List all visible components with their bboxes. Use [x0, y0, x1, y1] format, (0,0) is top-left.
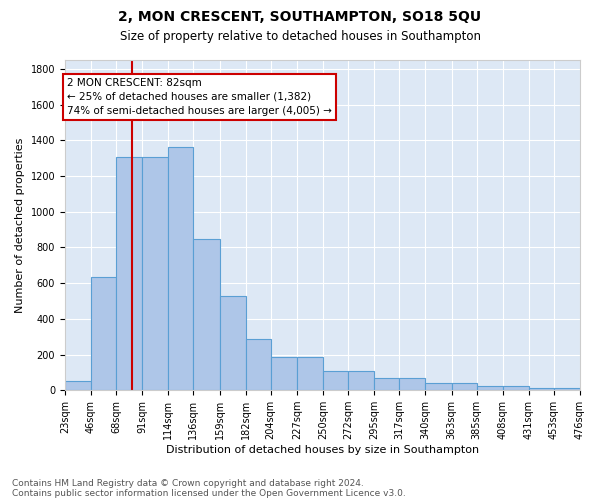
Bar	[348, 370, 374, 390]
Bar	[399, 378, 425, 390]
Text: Contains public sector information licensed under the Open Government Licence v3: Contains public sector information licen…	[12, 488, 406, 498]
Bar	[297, 357, 323, 390]
Text: Contains HM Land Registry data © Crown copyright and database right 2024.: Contains HM Land Registry data © Crown c…	[12, 478, 364, 488]
Bar	[529, 388, 554, 390]
Bar	[374, 378, 399, 390]
Text: Size of property relative to detached houses in Southampton: Size of property relative to detached ho…	[119, 30, 481, 43]
Bar	[323, 370, 348, 390]
Bar	[169, 148, 193, 390]
Bar	[245, 340, 271, 390]
Bar	[425, 383, 452, 390]
Y-axis label: Number of detached properties: Number of detached properties	[15, 138, 25, 313]
Bar	[116, 158, 142, 390]
Bar	[91, 277, 116, 390]
Bar	[142, 158, 169, 390]
X-axis label: Distribution of detached houses by size in Southampton: Distribution of detached houses by size …	[166, 445, 479, 455]
Bar	[220, 296, 245, 390]
Bar	[554, 388, 580, 390]
Text: 2, MON CRESCENT, SOUTHAMPTON, SO18 5QU: 2, MON CRESCENT, SOUTHAMPTON, SO18 5QU	[118, 10, 482, 24]
Bar	[503, 386, 529, 390]
Bar	[452, 383, 476, 390]
Bar	[271, 357, 297, 390]
Bar	[476, 386, 503, 390]
Bar	[193, 240, 220, 390]
Text: 2 MON CRESCENT: 82sqm
← 25% of detached houses are smaller (1,382)
74% of semi-d: 2 MON CRESCENT: 82sqm ← 25% of detached …	[67, 78, 332, 116]
Bar	[65, 382, 91, 390]
